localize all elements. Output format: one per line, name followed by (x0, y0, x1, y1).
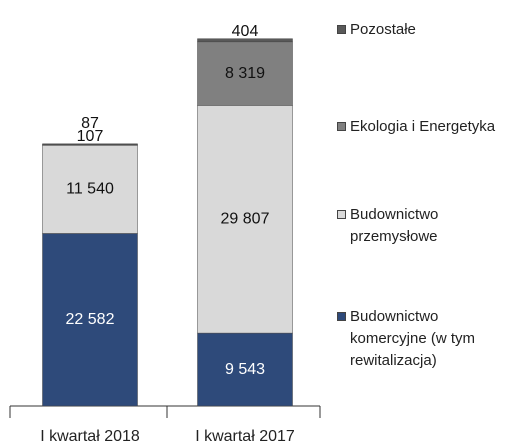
legend-swatch (337, 312, 346, 321)
value-label: 22 582 (66, 311, 115, 328)
legend-label: Budownictwo przemysłowe (350, 206, 439, 245)
legend-item: Budownictwo przemysłowe (337, 204, 460, 248)
x-tick-label: I kwartał 2018 (40, 428, 140, 445)
value-label: 404 (232, 23, 259, 40)
bar-segment (197, 38, 293, 43)
legend-item: Pozostałe (337, 19, 519, 41)
legend-item: Ekologia i Energetyka (337, 116, 519, 138)
legend-label: Pozostałe (350, 21, 416, 38)
bar-segment (197, 41, 293, 106)
bar-segment (42, 233, 138, 407)
bar-segment (42, 145, 138, 234)
value-label: 107 (77, 128, 104, 145)
legend-item: Budownictwo komercyjne (w tym rewitaliza… (337, 306, 500, 372)
legend-swatch (337, 25, 346, 34)
bar-segment (197, 332, 293, 407)
x-tick-label: I kwartał 2017 (195, 428, 295, 445)
bar-segment (42, 143, 138, 145)
value-label: 11 540 (66, 181, 114, 198)
value-label: 29 807 (221, 210, 270, 227)
bar-segment (197, 105, 293, 334)
legend-swatch (337, 122, 346, 131)
legend-label: Ekologia i Energetyka (350, 118, 496, 135)
legend-label: Budownictwo komercyjne (w tym rewitaliza… (350, 308, 476, 369)
value-label: 87 (81, 115, 99, 132)
value-label: 8 319 (225, 65, 265, 82)
legend-swatch (337, 210, 346, 219)
value-label: 9 543 (225, 361, 265, 378)
